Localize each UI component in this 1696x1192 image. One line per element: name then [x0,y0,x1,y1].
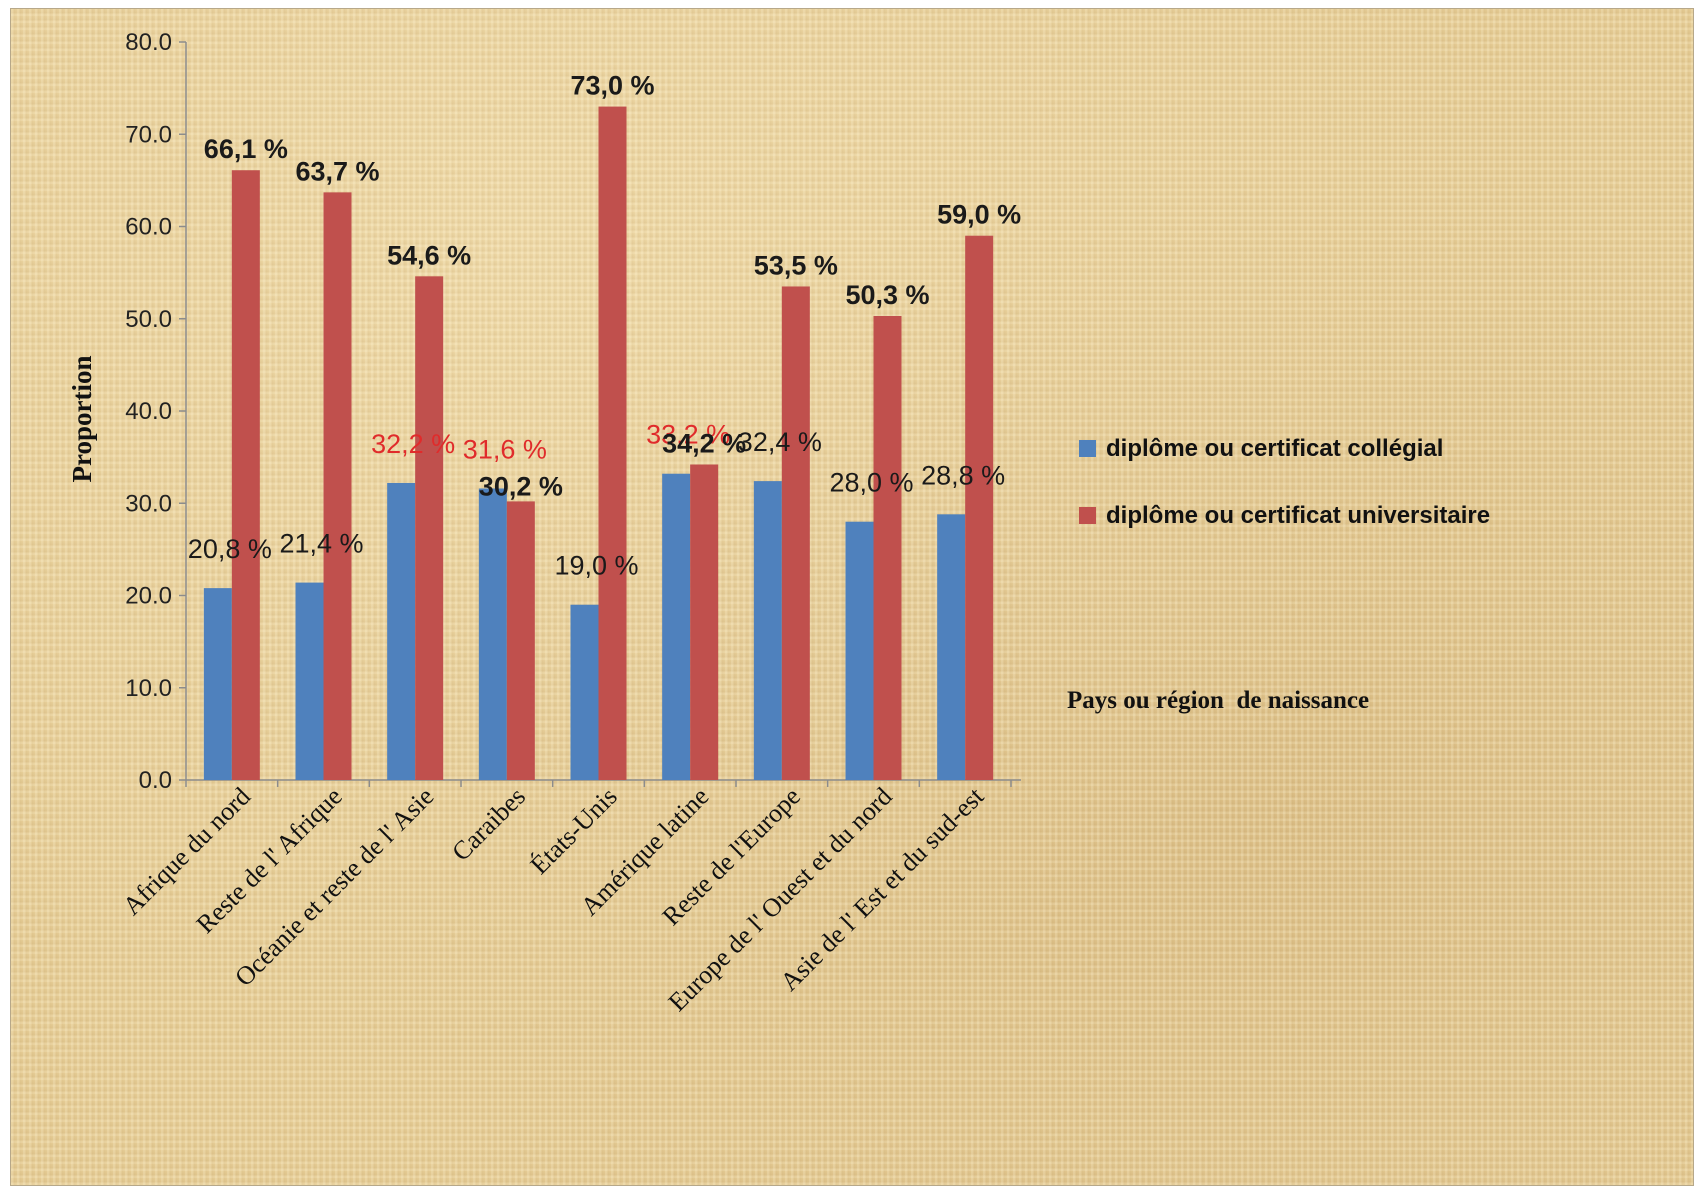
axes: 0.0 10.0 20.0 30.0 40.0 50.0 60.0 70.0 80.0 [125,29,1021,794]
y-axis-label: Proportion [67,356,97,483]
legend-swatch-college [1079,440,1096,457]
chart-frame: 0.0 10.0 20.0 30.0 40.0 50.0 60.0 70.0 80.0 20,8… [10,8,1694,1186]
data-labels: 20,8 % 66,1 % 21,4 % 63,7 % 32,2 % 54,6 % 31,6… [188,71,1021,581]
bar-university [873,315,902,780]
data-label-college: 32,4 % [738,427,822,457]
bar-university [781,286,810,780]
bar-college [662,473,691,780]
bar-university [965,235,994,781]
data-label-college: 33,2 % [646,420,730,450]
data-label-college: 28,8 % [921,460,1005,490]
bar-college [570,604,599,780]
y-tick-label: 50.0 [125,306,172,333]
bar-university [415,276,444,780]
data-label-college: 21,4 % [279,529,363,559]
data-label-university: 53,5 % [754,250,838,280]
legend-label-college: diplôme ou certificat collégial [1106,435,1443,462]
bar-college [753,481,782,780]
bar-university [323,192,352,780]
bar-college [937,514,966,780]
y-tick-label: 0.0 [139,767,172,794]
y-tick-label: 70.0 [125,121,172,148]
y-tick-label: 60.0 [125,214,172,241]
data-label-university: 54,6 % [387,240,471,270]
bar-university [506,501,535,780]
y-tick-label: 20.0 [125,583,172,610]
data-label-university: 59,0 % [937,200,1021,230]
y-tick-label: 10.0 [125,675,172,702]
legend-label-university: diplôme ou certificat universitaire [1106,502,1490,529]
legend: diplôme ou certificat collégial diplôme … [1079,435,1490,529]
x-axis-label: Pays ou région de naissance [1067,687,1369,714]
data-label-college: 32,2 % [371,429,455,459]
data-label-university: 50,3 % [845,280,929,310]
x-tick-label: Caraibes [446,782,531,867]
bar-university [231,170,260,781]
y-tick-label: 40.0 [125,398,172,425]
data-label-university: 63,7 % [295,156,379,186]
bars [203,106,994,781]
bar-university [598,106,627,780]
bar-university [690,464,719,780]
data-label-university: 73,0 % [570,71,654,101]
y-tick-label: 80.0 [125,29,172,56]
bar-college [203,588,232,780]
data-label-university: 66,1 % [204,134,288,164]
data-label-college: 28,0 % [829,468,913,498]
bar-college [478,488,507,780]
bar-college [845,521,874,780]
y-tick-label: 30.0 [125,490,172,517]
data-label-college: 31,6 % [463,434,547,464]
data-label-university: 30,2 % [479,471,563,501]
x-tick-label: États-Unis [525,782,623,880]
bar-college [387,482,416,780]
legend-swatch-university [1079,507,1096,524]
data-label-college: 19,0 % [554,551,638,581]
bar-chart: 0.0 10.0 20.0 30.0 40.0 50.0 60.0 70.0 80.0 20,8… [67,29,1490,1017]
data-label-university: 34,2 % [662,429,746,459]
data-label-college: 20,8 % [188,534,272,564]
bar-college [295,582,324,780]
